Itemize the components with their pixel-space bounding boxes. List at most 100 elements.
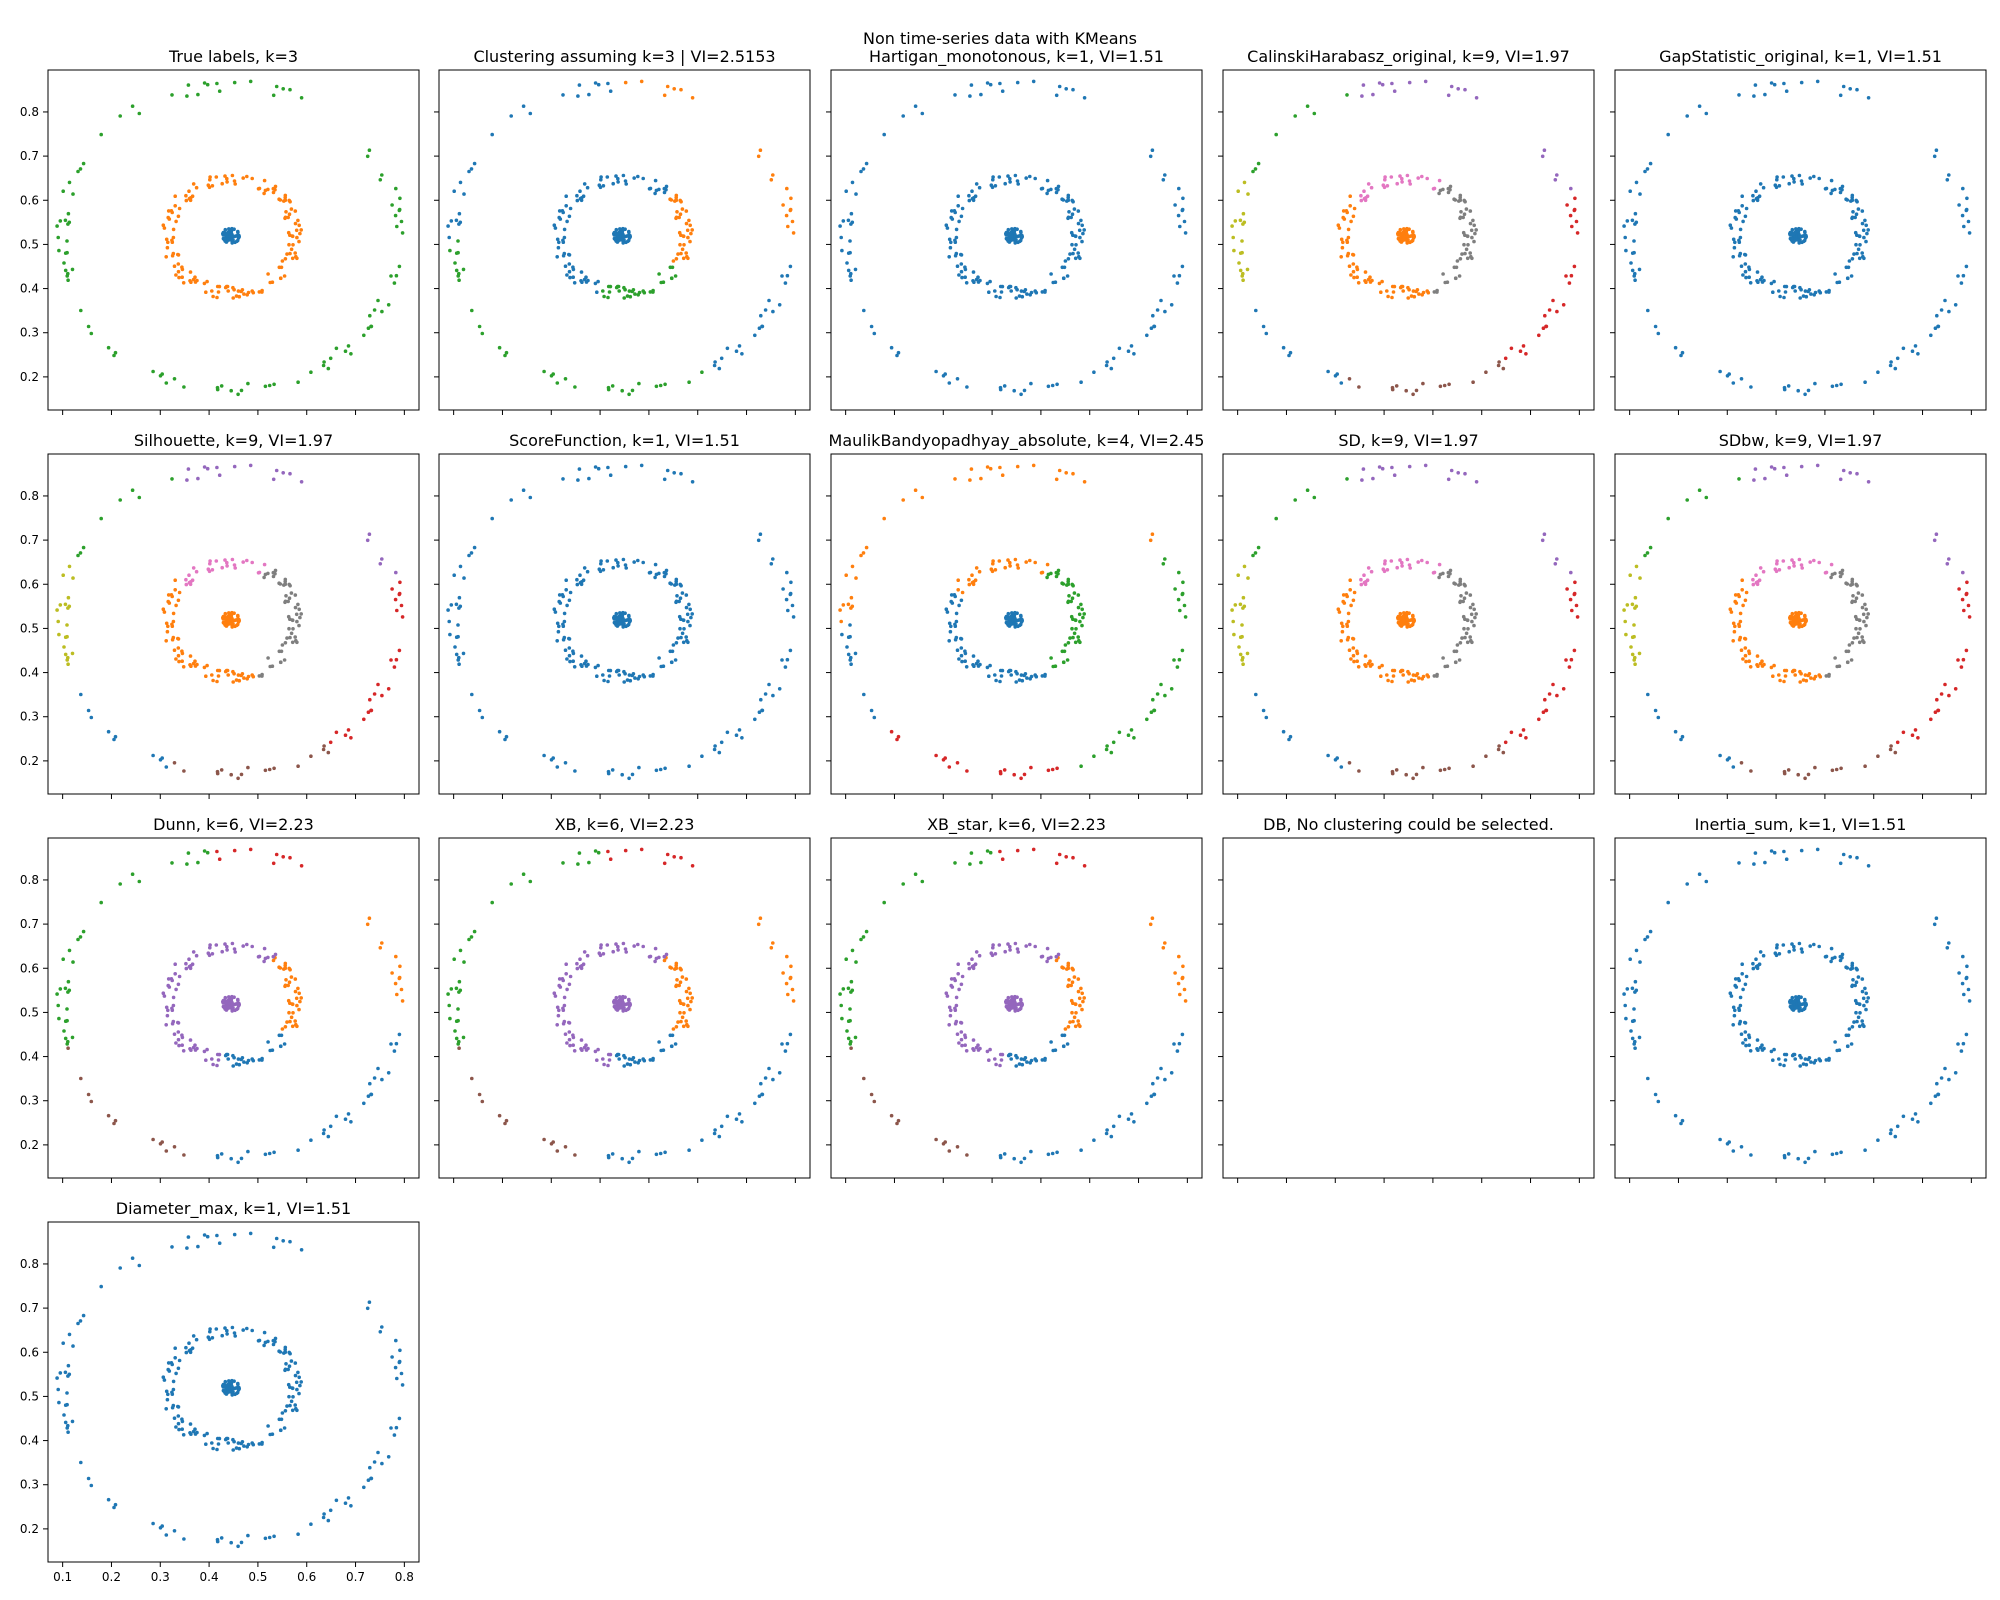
scatter-point bbox=[1082, 228, 1086, 232]
scatter-point bbox=[467, 937, 471, 942]
scatter-point bbox=[615, 240, 620, 244]
scatter-point bbox=[1447, 766, 1451, 771]
scatter-point bbox=[1830, 1152, 1835, 1157]
scatter-point bbox=[673, 658, 678, 662]
scatter-point bbox=[1463, 635, 1467, 640]
scatter-point bbox=[190, 194, 195, 198]
scatter-point bbox=[1801, 678, 1806, 682]
scatter-point bbox=[1055, 1150, 1059, 1155]
scatter-point bbox=[490, 900, 495, 905]
scatter-point bbox=[282, 274, 287, 278]
subplot-title: Hartigan_monotonous, k=1, VI=1.51 bbox=[869, 47, 1164, 67]
scatter-point bbox=[659, 664, 663, 669]
scatter-point bbox=[173, 194, 177, 198]
scatter-point bbox=[1960, 213, 1965, 218]
scatter-point bbox=[215, 849, 219, 854]
scatter-point bbox=[202, 849, 207, 853]
scatter-point bbox=[1772, 279, 1776, 284]
scatter-point bbox=[989, 567, 994, 571]
scatter-point bbox=[245, 1445, 249, 1449]
scatter-point bbox=[1470, 235, 1474, 240]
scatter-point bbox=[1850, 257, 1855, 261]
scatter-point bbox=[841, 987, 846, 991]
scatter-point bbox=[1760, 280, 1765, 284]
scatter-point bbox=[1798, 296, 1802, 300]
x-tick-label: 0.4 bbox=[200, 1570, 219, 1584]
scatter-point bbox=[653, 946, 658, 951]
scatter-point bbox=[1163, 173, 1167, 177]
scatter-point bbox=[266, 1040, 270, 1044]
scatter-point bbox=[555, 639, 559, 643]
scatter-point bbox=[562, 1003, 567, 1008]
scatter-point bbox=[193, 1432, 198, 1436]
scatter-point bbox=[1743, 1020, 1747, 1025]
scatter-point bbox=[70, 651, 75, 656]
scatter-point bbox=[1183, 615, 1188, 619]
scatter-point bbox=[614, 1053, 619, 1058]
scatter-point bbox=[236, 229, 240, 234]
scatter-point bbox=[296, 764, 300, 768]
scatter-point bbox=[215, 81, 219, 86]
scatter-point bbox=[1847, 1027, 1852, 1031]
scatter-point bbox=[287, 1350, 292, 1355]
scatter-point bbox=[322, 1128, 326, 1132]
scatter-point bbox=[231, 1390, 235, 1394]
scatter-point bbox=[954, 1019, 959, 1024]
scatter-point bbox=[601, 184, 606, 188]
scatter-point bbox=[1769, 465, 1774, 469]
scatter-point bbox=[648, 570, 653, 575]
scatter-point bbox=[1624, 248, 1628, 253]
scatter-point bbox=[1404, 229, 1409, 234]
scatter-point bbox=[1794, 227, 1798, 231]
scatter-point bbox=[1666, 132, 1670, 137]
scatter-point bbox=[674, 257, 679, 261]
scatter-point bbox=[1775, 561, 1779, 566]
scatter-point bbox=[236, 1544, 240, 1549]
scatter-point bbox=[944, 607, 949, 611]
scatter-point bbox=[286, 998, 291, 1003]
scatter-point bbox=[1458, 198, 1463, 202]
scatter-point bbox=[1070, 596, 1075, 600]
scatter-point bbox=[1833, 955, 1837, 960]
scatter-point bbox=[389, 1426, 393, 1430]
subplot: XB, k=6, VI=2.23 bbox=[434, 815, 811, 1183]
scatter-point bbox=[1381, 567, 1386, 571]
scatter-point bbox=[967, 193, 971, 198]
scatter-point bbox=[1365, 578, 1370, 582]
scatter-point bbox=[1072, 631, 1077, 636]
scatter-point bbox=[686, 1003, 690, 1008]
scatter-point bbox=[623, 287, 627, 292]
scatter-point bbox=[1016, 950, 1020, 954]
scatter-point bbox=[66, 1039, 70, 1044]
scatter-point bbox=[678, 626, 682, 631]
scatter-point bbox=[676, 252, 680, 256]
scatter-point bbox=[230, 1378, 234, 1383]
scatter-point bbox=[1246, 192, 1250, 196]
scatter-point bbox=[1804, 1003, 1808, 1007]
scatter-point bbox=[390, 1355, 394, 1359]
scatter-point bbox=[934, 753, 938, 758]
scatter-point bbox=[1737, 1006, 1741, 1011]
scatter-point bbox=[1066, 582, 1071, 586]
scatter-point bbox=[1518, 733, 1523, 737]
scatter-point bbox=[562, 227, 567, 232]
scatter-point bbox=[1933, 710, 1938, 714]
scatter-point bbox=[1241, 271, 1245, 276]
scatter-point bbox=[1015, 947, 1020, 951]
scatter-point bbox=[901, 114, 905, 118]
scatter-point bbox=[296, 1148, 300, 1152]
scatter-point bbox=[1797, 617, 1802, 622]
scatter-point bbox=[172, 377, 177, 381]
scatter-point bbox=[1967, 231, 1972, 235]
scatter-point bbox=[63, 1370, 68, 1375]
scatter-point bbox=[1056, 952, 1061, 957]
scatter-point bbox=[1416, 560, 1420, 564]
scatter-point bbox=[1443, 280, 1447, 285]
scatter-point bbox=[1020, 235, 1024, 239]
scatter-point bbox=[1392, 89, 1397, 93]
scatter-point bbox=[57, 632, 61, 637]
scatter-point bbox=[1008, 944, 1012, 949]
scatter-point bbox=[1050, 383, 1055, 388]
scatter-point bbox=[186, 467, 191, 471]
scatter-point bbox=[285, 252, 289, 256]
